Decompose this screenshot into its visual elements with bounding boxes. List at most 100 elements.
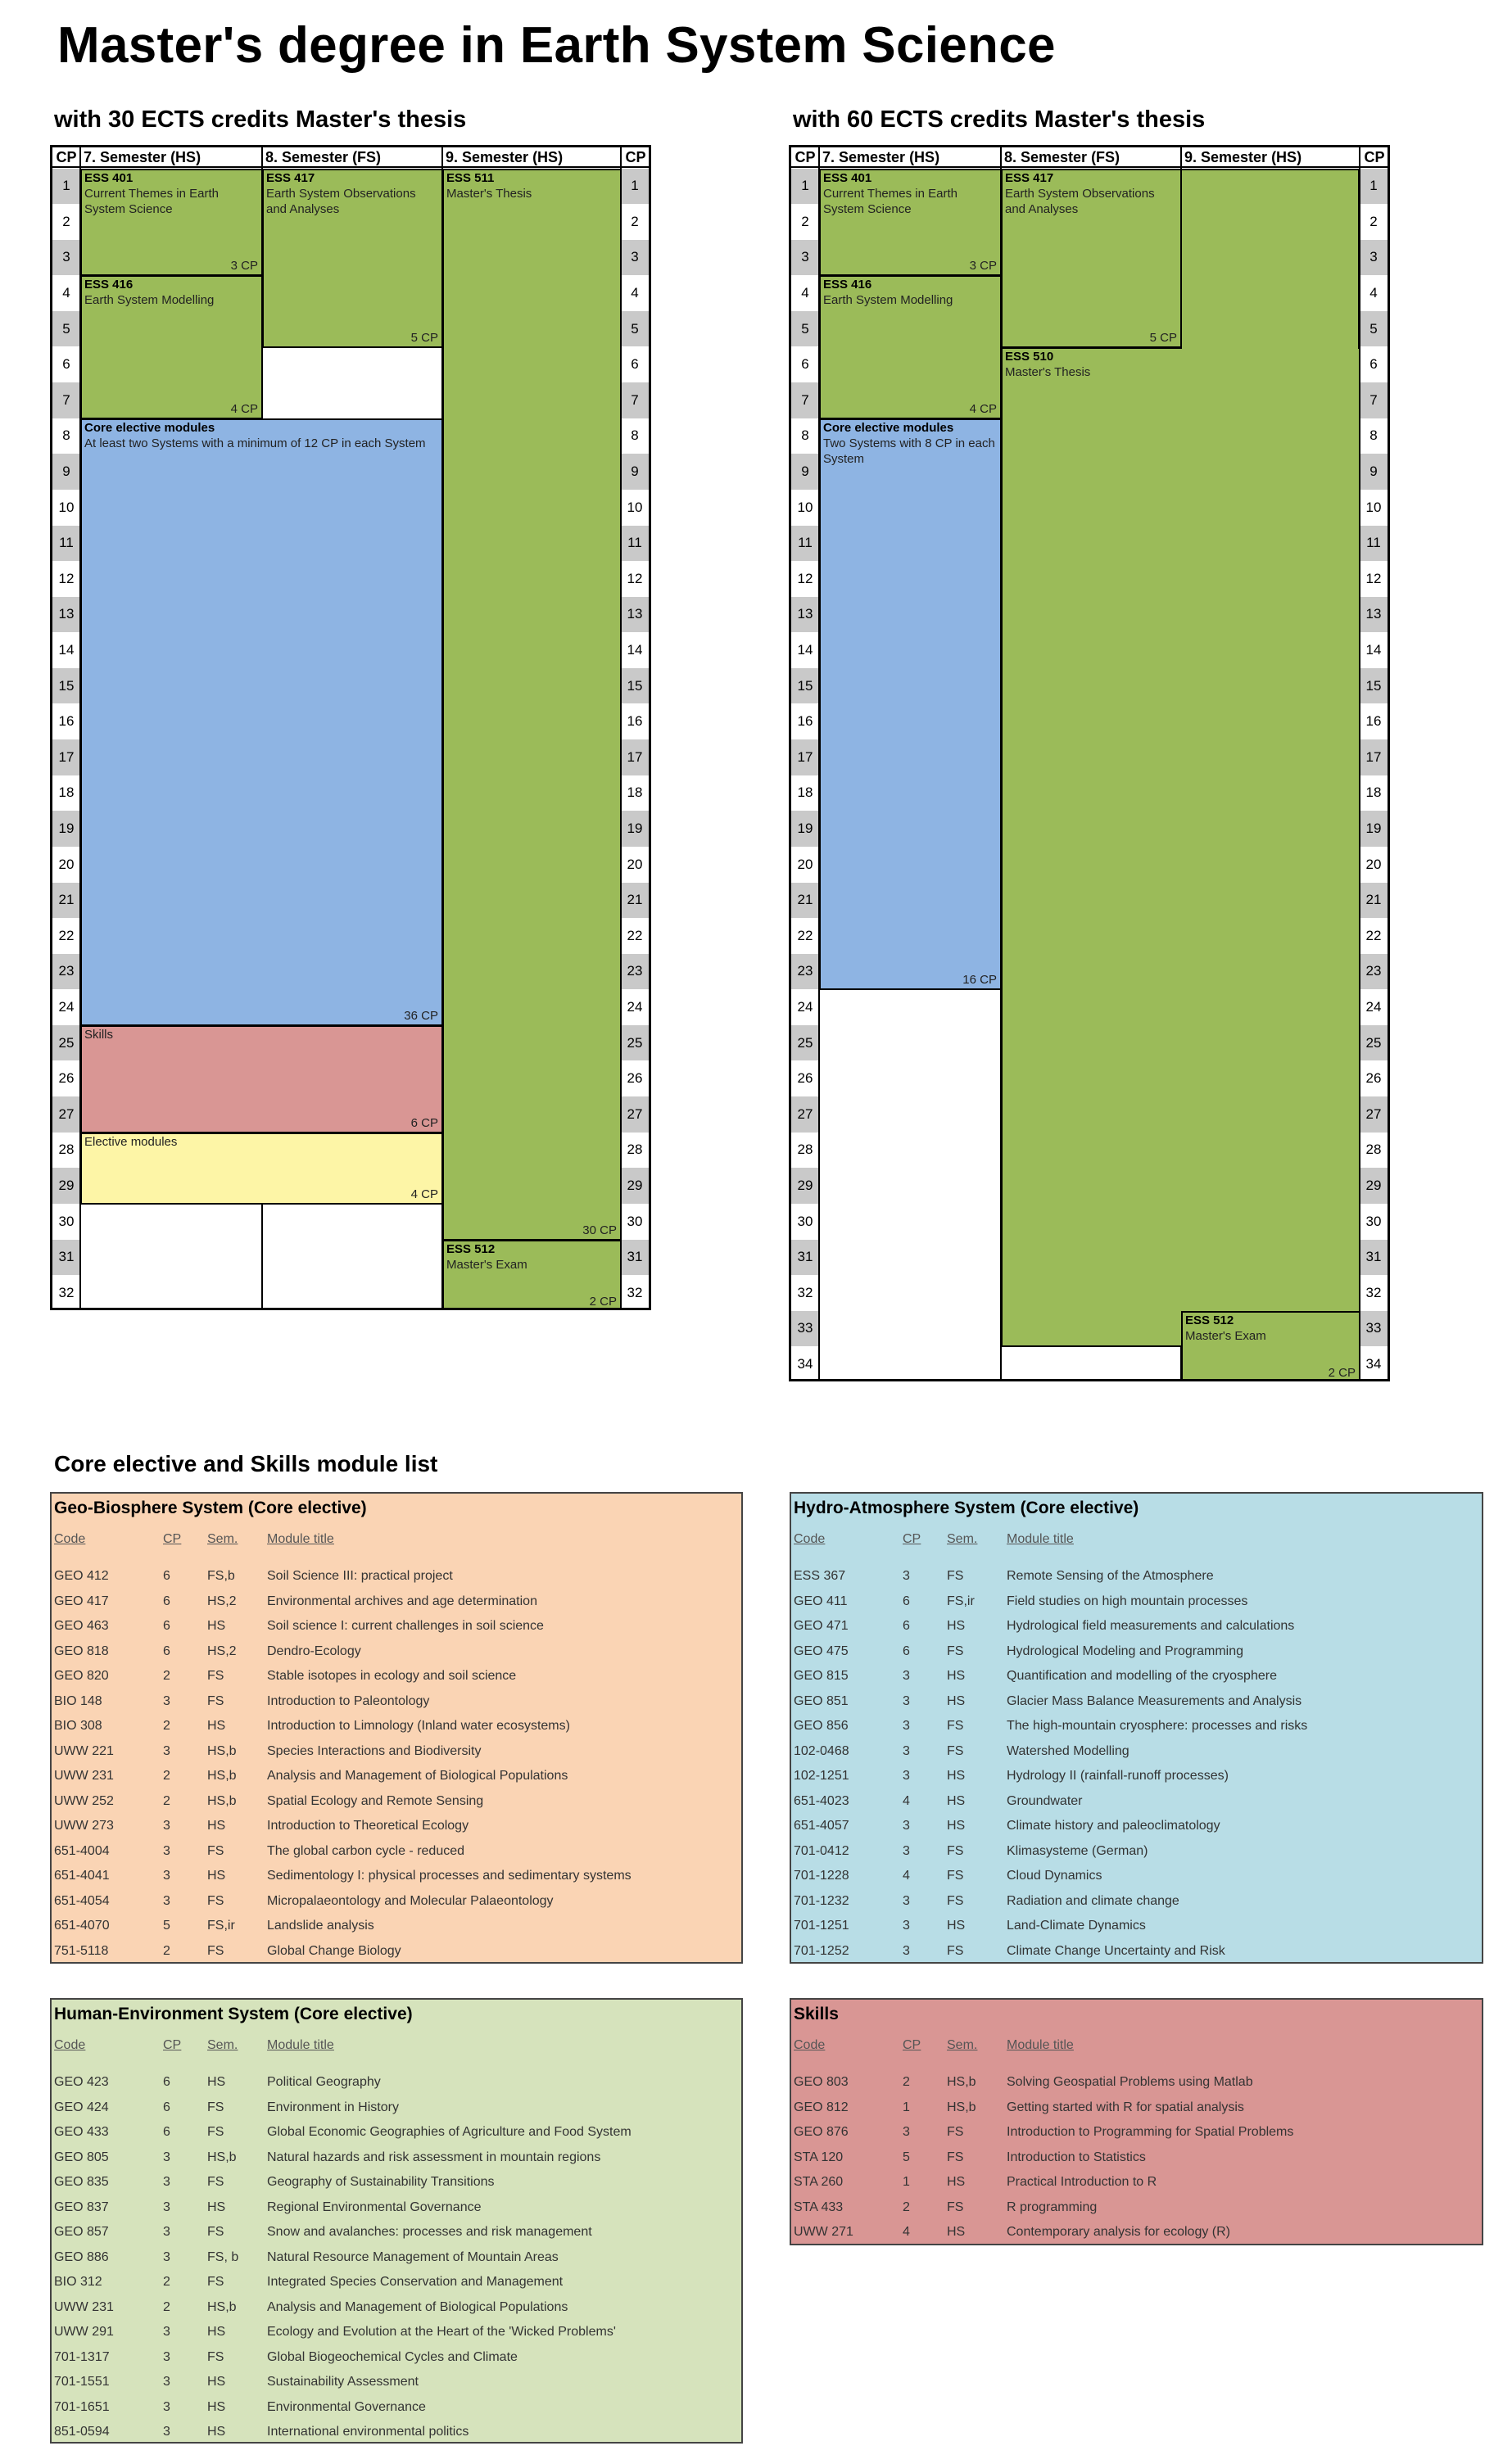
- human-module-cell: FS: [207, 2275, 224, 2290]
- hydro-module-cell: 3: [903, 1943, 910, 1958]
- human-module-cell: FS: [207, 2125, 224, 2140]
- human-module-cell: HS,b: [207, 2299, 237, 2314]
- skills-module-row: UWW 271 4 HS Contemporary analysis for ecol…: [794, 2220, 1479, 2245]
- human-module-cell: International environmental politics: [267, 2425, 469, 2439]
- hydro-module-cell: 701-1232: [794, 1893, 849, 1908]
- plan30-row-number: 2: [52, 204, 80, 240]
- plan60-row-number: 14: [791, 632, 819, 668]
- geo-module-cell: UWW 252: [54, 1793, 114, 1808]
- skills-module-row: GEO 876 3 FS Introduction to Programming fo…: [794, 2120, 1479, 2145]
- plan60-row-number: 30: [791, 1203, 819, 1240]
- plan30-block-cp: 30 CP: [582, 1223, 617, 1237]
- plan60-row: 20 20: [791, 846, 1388, 883]
- geo-module-cell: Species Interactions and Biodiversity: [267, 1743, 482, 1758]
- plan30-row-number: 10: [621, 489, 649, 526]
- plan60-row-number: 26: [791, 1060, 819, 1097]
- human-module-cell: 3: [163, 2200, 170, 2214]
- human-module-cell: HS: [207, 2375, 226, 2389]
- plan60-row-number: 17: [1360, 739, 1388, 775]
- plan60-row-number: 32: [1360, 1275, 1388, 1311]
- skills-module-row: STA 260 1 HS Practical Introduction to R: [794, 2170, 1479, 2195]
- hydro-module-cell: GEO 471: [794, 1619, 849, 1634]
- plan60-header-cell: CP: [795, 149, 816, 165]
- hydro-module-row: ESS 367 3 FS Remote Sensing of the Atmosphe…: [794, 1564, 1479, 1589]
- skills-module-cell: 4: [903, 2225, 910, 2240]
- plan60-row-number: 5: [791, 310, 819, 347]
- plan60-row-number: 25: [1360, 1024, 1388, 1061]
- geo-module-row: 651-4041 3 HS Sedimentology I: physical pro…: [54, 1864, 739, 1889]
- human-module-cell: Environmental Governance: [267, 2399, 426, 2414]
- plan30-block-cp: 4 CP: [230, 401, 258, 416]
- hydro-module-cell: Radiation and climate change: [1007, 1893, 1179, 1908]
- hydro-module-cell: FS: [947, 1943, 964, 1958]
- plan60-row: 17 17: [791, 739, 1388, 775]
- plan60-block: ESS 416 Earth System Modelling 4 CP: [819, 275, 1002, 419]
- geo-module-cell: UWW 221: [54, 1743, 114, 1758]
- plan30-row-number: 24: [52, 989, 80, 1025]
- human-module-cell: 3: [163, 2399, 170, 2414]
- hydro-module-cell: HS: [947, 1619, 966, 1634]
- geo-module-cell: BIO 148: [54, 1693, 102, 1708]
- plan30-row-number: 4: [621, 275, 649, 311]
- hydro-module-row: 701-1228 4 FS Cloud Dynamics: [794, 1864, 1479, 1889]
- human-module-cell: GEO 424: [54, 2100, 109, 2114]
- skills-module-row: STA 120 5 FS Introduction to Statistics: [794, 2145, 1479, 2171]
- human-module-cell: HS: [207, 2325, 226, 2340]
- human-module-cell: UWW 291: [54, 2325, 114, 2340]
- human-module-cell: Ecology and Evolution at the Heart of th…: [267, 2325, 616, 2340]
- geo-module-cell: 3: [163, 1693, 170, 1708]
- hydro-module-cell: 3: [903, 1893, 910, 1908]
- plan30-block-code: ESS 511: [446, 170, 495, 185]
- hydro-module-cell: 3: [903, 1919, 910, 1933]
- plan30-row-number: 3: [52, 239, 80, 276]
- hydro-module-cell: 701-1228: [794, 1869, 849, 1883]
- hydro-module-cell: 3: [903, 1819, 910, 1833]
- plan60-row-number: 24: [1360, 989, 1388, 1025]
- plan60-row-number: 7: [1360, 382, 1388, 418]
- skills-module-cell: GEO 812: [794, 2100, 849, 2114]
- human-module-cell: GEO 857: [54, 2225, 109, 2240]
- plan30-row-number: 23: [52, 953, 80, 990]
- geo-module-cell: 2: [163, 1669, 170, 1684]
- plan60-row: 15 15: [791, 667, 1388, 704]
- plan60-block: Core elective modules Two Systems with 8 …: [819, 418, 1002, 991]
- plan30-block-code: Core elective modules: [84, 420, 215, 435]
- plan30-row-number: 31: [52, 1239, 80, 1276]
- plan30-row-number: 6: [621, 346, 649, 383]
- plan60-block-cp: 3 CP: [969, 259, 997, 274]
- human-module-cell: 2: [163, 2299, 170, 2314]
- plan30-row-number: 4: [52, 275, 80, 311]
- plan60-block: ESS 401 Current Themes in Earth System Sc…: [819, 168, 1002, 277]
- plan60-row: 32 32: [791, 1275, 1388, 1311]
- plan60-row: 28 28: [791, 1132, 1388, 1169]
- hydro-module-cell: 4: [903, 1869, 910, 1883]
- hydro-module-cell: Climate Change Uncertainty and Risk: [1007, 1943, 1225, 1958]
- hydro-module-cell: 6: [903, 1643, 910, 1658]
- human-module-cell: HS,b: [207, 2150, 237, 2164]
- hydro-module-cell: FS: [947, 1869, 964, 1883]
- plan30-grid: CP 7. Semester (HS) 8. Semester (FS) 9. Sem…: [50, 145, 651, 1310]
- human-module-cell: Natural hazards and risk assessment in m…: [267, 2150, 601, 2164]
- geo-module-row: UWW 231 2 HS,b Analysis and Management of B…: [54, 1764, 739, 1789]
- hydro-module-cell: FS: [947, 1643, 964, 1658]
- hydro-module-cell: 3: [903, 1743, 910, 1758]
- plan30-row: 24 24: [52, 989, 649, 1025]
- human-module-cell: FS: [207, 2225, 224, 2240]
- geo-module-row: GEO 820 2 FS Stable isotopes in ecology and…: [54, 1664, 739, 1689]
- plan60-row-number: 4: [1360, 275, 1388, 311]
- plan60-row-number: 18: [791, 775, 819, 812]
- hydro-module-cell: 102-1251: [794, 1769, 849, 1784]
- hydro-module-cell: FS: [947, 1719, 964, 1734]
- human-module-row: GEO 424 6 FS Environment in History: [54, 2096, 739, 2121]
- plan30-row: 10 10: [52, 489, 649, 526]
- human-module-cell: Regional Environmental Governance: [267, 2200, 482, 2214]
- hydro-module-cell: 701-1252: [794, 1943, 849, 1958]
- hydro-module-row: GEO 856 3 FS The high-mountain cryosphere: …: [794, 1714, 1479, 1739]
- plan30-block-cp: 2 CP: [589, 1294, 617, 1309]
- hydro-module-cell: HS: [947, 1693, 966, 1708]
- hydro-module-cell: 3: [903, 1719, 910, 1734]
- human-module-row: GEO 857 3 FS Snow and avalanches: processes…: [54, 2220, 739, 2245]
- geo-module-row: UWW 273 3 HS Introduction to Theoretical Ec…: [54, 1814, 739, 1839]
- hydro-column-header: Sem.: [947, 1532, 978, 1546]
